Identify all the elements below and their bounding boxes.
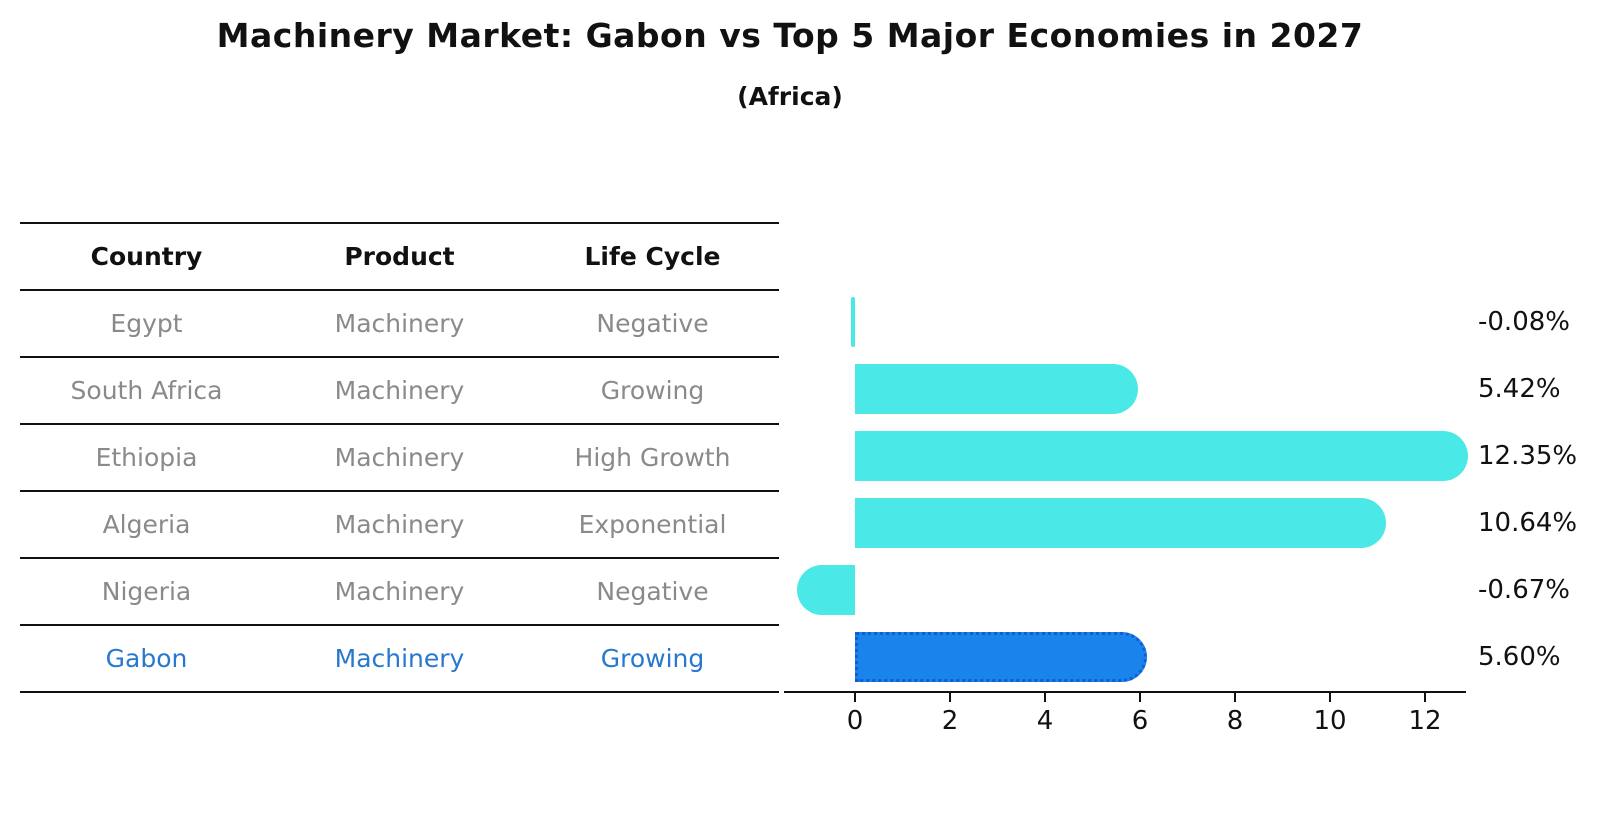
cell-country: Algeria xyxy=(20,491,273,559)
chart-title: Machinery Market: Gabon vs Top 5 Major E… xyxy=(216,16,1364,55)
cell-life-cycle: Growing xyxy=(526,625,779,693)
x-axis-tick-label: 8 xyxy=(1226,706,1244,736)
cell-product: Machinery xyxy=(273,491,526,559)
chart-subtitle: (Africa) xyxy=(737,82,843,111)
value-label-gabon: 5.60% xyxy=(1478,642,1561,672)
x-axis-tick-label: 6 xyxy=(1131,706,1149,736)
bar-algeria xyxy=(855,498,1387,548)
bar-nigeria xyxy=(797,565,855,615)
cell-life-cycle: Growing xyxy=(526,357,779,425)
cell-life-cycle: High Growth xyxy=(526,424,779,492)
table-row-gabon: Gabon Machinery Growing xyxy=(20,625,779,693)
table-row-egypt: Egypt Machinery Negative xyxy=(20,290,779,358)
bar-gabon xyxy=(855,632,1147,682)
bar-ethiopia xyxy=(855,431,1468,481)
cell-product: Machinery xyxy=(273,357,526,425)
bar-south-africa xyxy=(855,364,1139,414)
cell-life-cycle: Exponential xyxy=(526,491,779,559)
cell-country: South Africa xyxy=(20,357,273,425)
x-axis-tick-label: 4 xyxy=(1036,706,1054,736)
cell-country: Gabon xyxy=(20,625,273,693)
cell-product: Machinery xyxy=(273,625,526,693)
x-axis-tick xyxy=(1329,691,1331,702)
cell-country: Nigeria xyxy=(20,558,273,626)
value-label-nigeria: -0.67% xyxy=(1478,575,1570,605)
column-header-life-cycle: Life Cycle xyxy=(526,222,779,291)
x-axis-tick xyxy=(1424,691,1426,702)
value-label-ethiopia: 12.35% xyxy=(1478,441,1578,471)
column-header-product: Product xyxy=(273,222,526,291)
column-header-country: Country xyxy=(20,222,273,291)
x-axis-tick-label: 2 xyxy=(941,706,959,736)
comparison-table: Country Product Life Cycle Egypt Machine… xyxy=(20,222,779,693)
cell-country: Ethiopia xyxy=(20,424,273,492)
value-label-algeria: 10.64% xyxy=(1478,508,1578,538)
x-axis-tick xyxy=(1139,691,1141,702)
cell-product: Machinery xyxy=(273,558,526,626)
table-row-ethiopia: Ethiopia Machinery High Growth xyxy=(20,424,779,492)
table-header-row: Country Product Life Cycle xyxy=(20,222,779,291)
table-row-algeria: Algeria Machinery Exponential xyxy=(20,491,779,559)
cell-life-cycle: Negative xyxy=(526,558,779,626)
x-axis-tick-label: 0 xyxy=(846,706,864,736)
value-label-south-africa: 5.42% xyxy=(1478,374,1561,404)
table-row-south-africa: South Africa Machinery Growing xyxy=(20,357,779,425)
x-axis-tick xyxy=(949,691,951,702)
x-axis-tick xyxy=(1044,691,1046,702)
x-axis-tick-label: 12 xyxy=(1408,706,1442,736)
cell-product: Machinery xyxy=(273,290,526,358)
table-row-nigeria: Nigeria Machinery Negative xyxy=(20,558,779,626)
x-axis-tick xyxy=(854,691,856,702)
bar-egypt xyxy=(851,297,855,347)
cell-life-cycle: Negative xyxy=(526,290,779,358)
x-axis-tick-label: 10 xyxy=(1313,706,1347,736)
plot-area: -0.08% 5.42% 12.35% 10.64% -0.67% 5.60% … xyxy=(784,222,1577,736)
cell-product: Machinery xyxy=(273,424,526,492)
x-axis-tick xyxy=(1234,691,1236,702)
cell-country: Egypt xyxy=(20,290,273,358)
value-label-egypt: -0.08% xyxy=(1478,307,1570,337)
